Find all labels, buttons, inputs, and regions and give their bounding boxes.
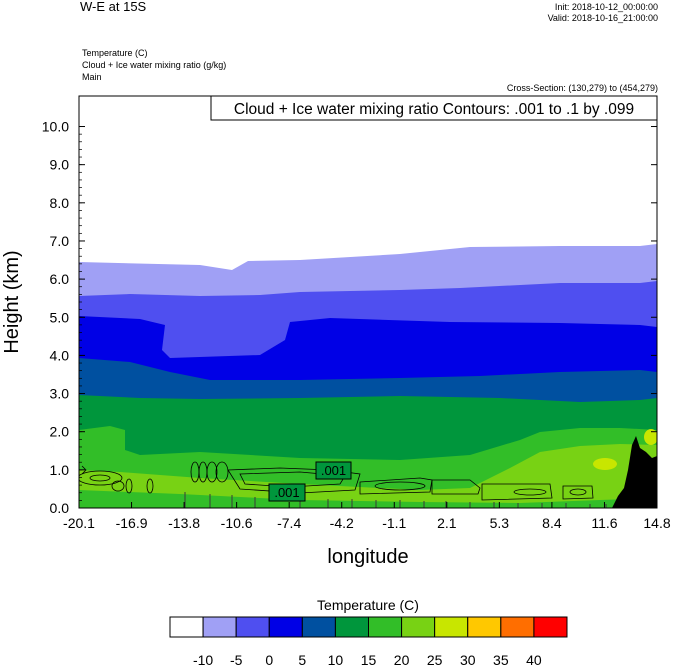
colorbar-level-label: 15 (361, 652, 377, 667)
contour-line (146, 478, 154, 494)
x-tick-label: -13.8 (168, 515, 200, 531)
colorbar-title: Temperature (C) (317, 597, 419, 613)
colorbar-level-label: -10 (193, 652, 213, 667)
terrain (612, 436, 657, 508)
y-tick-label: 1.0 (50, 462, 70, 478)
colorbar-swatch (500, 616, 535, 638)
colorbar-swatch (169, 616, 204, 638)
x-tick-label: 11.6 (591, 515, 617, 531)
colorbar-swatch (268, 616, 303, 638)
init-time: Init: 2018-10-12_00:00:00 (554, 2, 658, 12)
contour-line (239, 471, 346, 488)
y-tick-label: 9.0 (50, 157, 70, 173)
field-line-temperature: Temperature (C) (82, 48, 148, 58)
contour-line (569, 488, 587, 496)
x-tick-label: -20.1 (63, 515, 95, 531)
colorbar-swatch (334, 616, 369, 638)
cloud-ice-contours (79, 461, 607, 508)
x-tick-label: -7.4 (277, 515, 301, 531)
contour-label-a: .001 (315, 461, 352, 480)
svg-text:.001: .001 (274, 485, 299, 500)
y-tick-label: 8.0 (50, 195, 70, 211)
band-25-30-patch-b (644, 429, 657, 445)
contour-label-b: .001 (268, 483, 306, 502)
x-tick-label: 14.8 (643, 515, 670, 531)
colorbar-swatch (533, 616, 568, 638)
colorbar-swatch (301, 616, 336, 638)
y-tick-label: 3.0 (50, 386, 70, 402)
contour-line (89, 474, 111, 482)
contour-line (359, 477, 433, 495)
band-20-25 (79, 444, 657, 508)
x-tick-label: -1.1 (382, 515, 406, 531)
valid-time: Valid: 2018-10-16_21:00:00 (547, 13, 658, 23)
field-line-cloud-ice: Cloud + Ice water mixing ratio (g/kg) (82, 60, 227, 70)
contour-line (481, 483, 553, 501)
contour-line (206, 461, 218, 483)
contour-line (431, 479, 481, 495)
colorbar-level-label: -5 (230, 652, 243, 667)
colorbar-level-label: 25 (427, 652, 443, 667)
svg-text:.001: .001 (321, 463, 346, 478)
plot-title: W-E at 15S (80, 0, 147, 14)
contour-info-box: Cloud + Ice water mixing ratio Contours:… (210, 95, 658, 121)
temperature-fill (79, 96, 657, 508)
contour-line (125, 478, 133, 494)
contour-info-text: Cloud + Ice water mixing ratio Contours:… (234, 101, 634, 118)
y-tick-label: 2.0 (50, 424, 70, 440)
contour-line (215, 461, 229, 483)
contour-line (227, 467, 361, 494)
contour-line (111, 480, 125, 492)
x-axis-label: longitude (327, 546, 408, 568)
x-tick-label: 8.4 (542, 515, 562, 531)
y-tick-label: 6.0 (50, 271, 70, 287)
contour-line (562, 485, 594, 500)
colorbar-swatch (202, 616, 237, 638)
y-tick-label: 10.0 (42, 119, 69, 135)
cross-section-label: Cross-Section: (130,279) to (454,279) (506, 83, 658, 93)
x-tick-label: -10.6 (221, 515, 253, 531)
contour-line (81, 465, 87, 475)
axis-tick-labels: -20.1 -16.9 -13.8 -10.6 -7.4 -4.2 -1.1 2.1 5.3 8.… (42, 119, 671, 531)
colorbar-swatch (467, 616, 502, 638)
y-axis-label: Height (km) (1, 250, 23, 353)
colorbar-swatch (368, 616, 403, 638)
x-tick-label: -4.2 (330, 515, 354, 531)
axis-ticks (78, 126, 658, 509)
y-tick-label: 0.0 (50, 500, 70, 516)
band-20-25-lower (79, 490, 657, 508)
colorbar-level-label: 30 (460, 652, 476, 667)
colorbar-level-label: 0 (265, 652, 273, 667)
y-tick-label: 5.0 (50, 309, 70, 325)
y-tick-label: 7.0 (50, 233, 70, 249)
colorbar-labels: -10 -5 0 5 10 15 20 25 30 35 40 (193, 652, 542, 667)
colorbar-level-label: 40 (526, 652, 542, 667)
band-25-30-patch-a (593, 458, 617, 470)
colorbar-swatch (434, 616, 469, 638)
x-tick-label: -16.9 (116, 515, 148, 531)
y-tick-label: 4.0 (50, 347, 70, 363)
colorbar-level-label: 20 (394, 652, 410, 667)
contour-line (79, 470, 123, 486)
contour-line (374, 481, 426, 491)
colorbar-swatch (401, 616, 436, 638)
colorbar-level-label: 10 (328, 652, 344, 667)
x-tick-label: 2.1 (437, 515, 457, 531)
contour-line (513, 488, 547, 496)
colorbar-level-label: 35 (493, 652, 509, 667)
x-tick-label: 5.3 (490, 515, 510, 531)
colorbar (169, 616, 568, 638)
colorbar-swatch (235, 616, 270, 638)
colorbar-level-label: 5 (298, 652, 306, 667)
field-line-main: Main (82, 72, 102, 82)
